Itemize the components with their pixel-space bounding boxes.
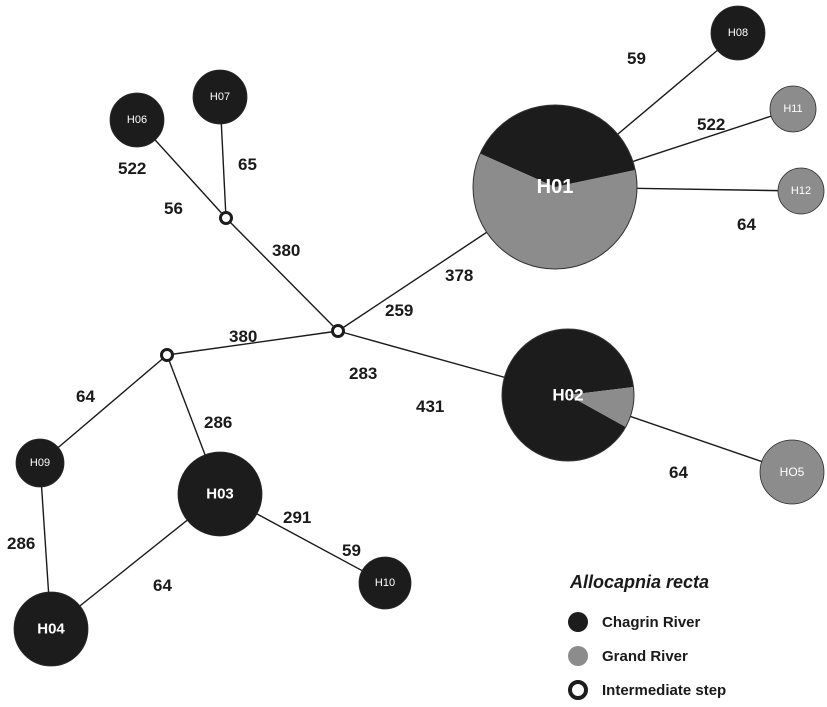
- haplotype-node-h05: HO5: [759, 439, 825, 505]
- haplotype-node-h11: H11: [769, 85, 817, 133]
- haplotype-node-h06: H06: [109, 92, 165, 148]
- edge-label-h03-h10-0: 291: [283, 508, 311, 527]
- grand-river-swatch-icon: [568, 646, 588, 666]
- edge-i3-i2: [166, 330, 339, 356]
- node-label-h06: H06: [127, 114, 147, 126]
- pie-slice-grand-river: [568, 386, 634, 427]
- node-label-h12: H12: [791, 185, 811, 197]
- intermediate-node-i2: [331, 324, 345, 338]
- edge-label-h06-i1-0: 522: [118, 159, 146, 178]
- edge-label-h01-h12-0: 64: [737, 215, 756, 234]
- intermediate-step-swatch-icon: [568, 680, 588, 700]
- edge-label-i2-h02-0: 283: [349, 364, 377, 383]
- intermediate-step-icon: [160, 348, 174, 362]
- pie-slice-grand-river: [473, 153, 638, 269]
- node-outline: [501, 328, 635, 462]
- node-circle: [777, 167, 825, 215]
- edge-label-h07-i1-0: 65: [238, 155, 257, 174]
- node-label-h02: H02: [552, 386, 583, 405]
- intermediate-node-i1: [219, 211, 233, 225]
- edge-label-i2-h01-0: 259: [385, 301, 413, 320]
- intermediate-step-icon: [331, 324, 345, 338]
- node-circle: [109, 92, 165, 148]
- haplotype-node-h04: H04: [13, 591, 89, 667]
- haplotype-node-h02: H02: [501, 328, 635, 462]
- haplotype-node-h08: H08: [710, 5, 766, 61]
- edge-label-h01-h08-0: 59: [627, 49, 646, 68]
- edge-label-h06-i1-1: 56: [164, 199, 183, 218]
- edge-i3-h09: [39, 354, 168, 464]
- edge-label-h03-h10-1: 59: [342, 541, 361, 560]
- pie-slice-chagrin-river: [480, 104, 636, 187]
- legend-label-intermediate-step: Intermediate step: [602, 681, 727, 699]
- haplotype-node-h07: H07: [192, 69, 248, 125]
- edge-label-i3-h09-0: 64: [76, 387, 95, 406]
- haplotype-node-h09: H09: [15, 438, 65, 488]
- edge-label-h03-h04-0: 64: [153, 576, 172, 595]
- haplotype-node-h12: H12: [777, 167, 825, 215]
- node-circle: [192, 69, 248, 125]
- node-label-h03: H03: [206, 486, 234, 503]
- node-label-h07: H07: [210, 91, 230, 103]
- edge-label-i3-i2-0: 380: [229, 327, 257, 346]
- edge-label-i1-i2-0: 380: [272, 241, 300, 260]
- chagrin-river-swatch-icon: [568, 612, 588, 632]
- node-label-h08: H08: [728, 27, 748, 39]
- edge-label-h09-h04-0: 286: [7, 534, 35, 553]
- node-label-h05: HO5: [780, 465, 805, 479]
- node-circle: [13, 591, 89, 667]
- node-circle: [759, 439, 825, 505]
- node-label-h09: H09: [30, 457, 50, 469]
- legend-title: Allocapnia recta: [570, 572, 710, 592]
- node-label-h01: H01: [537, 176, 574, 198]
- edge-label-i3-h03-0: 286: [204, 413, 232, 432]
- haplotype-node-h10: H10: [358, 556, 412, 610]
- node-outline: [472, 104, 638, 270]
- edge-labels: 522 56 65 380 259 378 59 522 64 283 431 64 380 64 286 2…: [7, 49, 756, 595]
- legend: Allocapnia recta Chagrin River Grand Riv…: [568, 572, 818, 707]
- edge-label-i2-h01-1: 378: [445, 266, 473, 285]
- node-circle: [358, 556, 412, 610]
- edge-i1-i2: [225, 217, 339, 332]
- legend-item-grand-river: Grand River: [568, 639, 818, 673]
- edge-label-h02-h05-0: 64: [669, 463, 688, 482]
- legend-item-chagrin-river: Chagrin River: [568, 605, 818, 639]
- node-circle: [710, 5, 766, 61]
- network-nodes: H01 H02 H03 H04 HO5 H06 H07 H08 H09 H10 H11 H12: [13, 5, 825, 667]
- haplotype-node-h03: H03: [177, 451, 263, 537]
- legend-label-chagrin-river: Chagrin River: [602, 613, 701, 631]
- node-label-h11: H11: [783, 103, 802, 115]
- intermediate-step-icon: [219, 211, 233, 225]
- node-circle: [769, 85, 817, 133]
- edge-label-i2-h02-1: 431: [416, 397, 444, 416]
- haplotype-node-h01: H01: [472, 104, 638, 270]
- node-label-h04: H04: [37, 621, 65, 638]
- legend-label-grand-river: Grand River: [602, 647, 688, 665]
- pie-slice-chagrin-river: [502, 329, 634, 461]
- node-circle: [15, 438, 65, 488]
- node-label-h10: H10: [375, 577, 395, 589]
- node-circle: [177, 451, 263, 537]
- legend-item-intermediate-step: Intermediate step: [568, 673, 818, 707]
- edge-label-h01-h11-0: 522: [697, 115, 725, 134]
- intermediate-node-i3: [160, 348, 174, 362]
